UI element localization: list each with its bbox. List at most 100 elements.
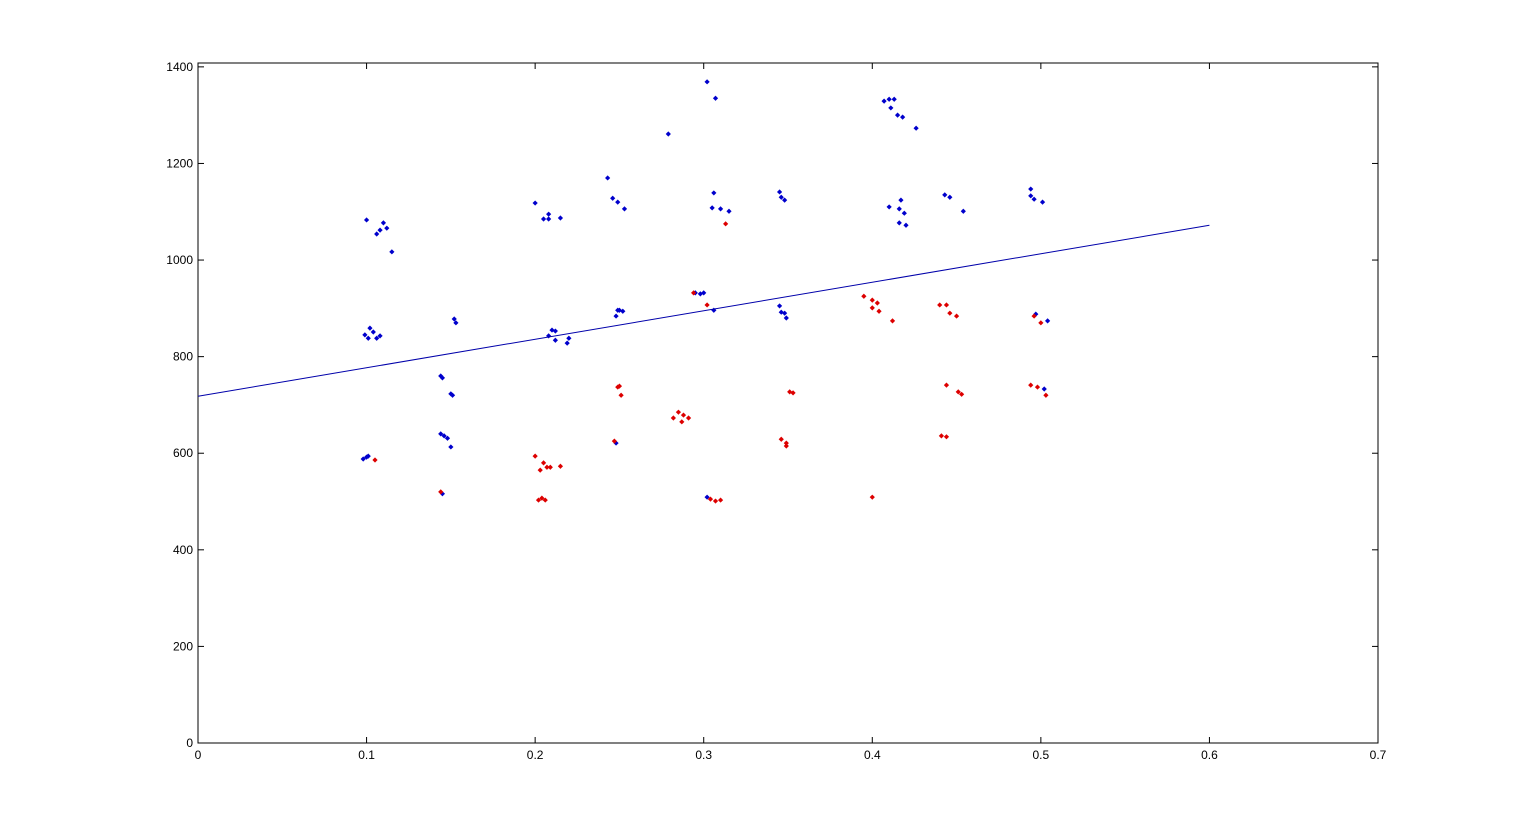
- point: [783, 315, 789, 321]
- x-tick-label: 0.3: [695, 748, 712, 762]
- x-tick-label: 0: [195, 748, 202, 762]
- point: [886, 96, 892, 102]
- point: [869, 305, 875, 311]
- point: [960, 208, 966, 214]
- point: [881, 98, 887, 104]
- point: [557, 463, 564, 469]
- point: [943, 434, 950, 440]
- point: [605, 175, 611, 181]
- point: [620, 308, 626, 314]
- point: [665, 131, 671, 137]
- point: [790, 390, 796, 396]
- point: [891, 96, 897, 102]
- point: [370, 329, 376, 335]
- point: [615, 199, 621, 205]
- point: [564, 340, 570, 346]
- point: [451, 316, 457, 322]
- y-tick-label: 200: [173, 639, 193, 653]
- point: [938, 433, 944, 439]
- point: [535, 497, 542, 503]
- point: [782, 310, 788, 316]
- point: [712, 498, 719, 504]
- y-tick-label: 400: [173, 543, 193, 557]
- point: [1039, 199, 1046, 205]
- point: [723, 221, 729, 227]
- point: [697, 291, 703, 297]
- point: [552, 328, 558, 334]
- point: [913, 125, 919, 131]
- point: [679, 419, 685, 425]
- point: [377, 227, 383, 233]
- y-tick-label: 1000: [166, 253, 193, 267]
- point: [360, 456, 366, 462]
- point: [1043, 392, 1049, 398]
- point: [532, 453, 538, 459]
- point: [616, 307, 623, 313]
- point: [1033, 311, 1039, 317]
- point: [1031, 313, 1037, 319]
- point: [691, 290, 697, 296]
- point: [377, 333, 383, 339]
- x-tick-label: 0.7: [1370, 748, 1387, 762]
- point: [363, 217, 370, 223]
- point: [542, 497, 548, 503]
- point: [444, 435, 451, 441]
- point: [610, 195, 616, 201]
- point: [1028, 193, 1034, 199]
- point: [611, 438, 617, 444]
- point: [889, 318, 896, 324]
- point: [362, 332, 368, 338]
- point: [675, 409, 682, 415]
- point: [704, 302, 710, 308]
- point: [876, 308, 882, 314]
- point: [1034, 384, 1041, 390]
- point: [717, 206, 724, 212]
- point: [372, 457, 378, 463]
- point: [711, 307, 717, 313]
- point: [616, 383, 623, 389]
- x-tick-label: 0.6: [1201, 748, 1218, 762]
- point: [782, 197, 788, 203]
- point: [365, 453, 371, 459]
- fit-line: [197, 224, 1210, 397]
- point: [453, 320, 459, 326]
- point: [438, 431, 444, 437]
- point: [1038, 320, 1044, 326]
- point: [374, 231, 380, 237]
- point: [947, 310, 953, 316]
- point: [894, 112, 901, 118]
- point: [903, 222, 909, 228]
- point: [680, 412, 687, 418]
- point: [1028, 186, 1034, 192]
- point: [389, 249, 395, 255]
- point: [540, 460, 547, 466]
- point: [380, 220, 387, 226]
- point: [448, 391, 454, 397]
- plot-area: [197, 62, 1379, 744]
- point: [709, 205, 715, 211]
- y-tick-label: 1200: [166, 156, 193, 170]
- y-tick-label: 600: [173, 446, 193, 460]
- point: [711, 190, 717, 196]
- x-tick-label: 0.4: [864, 748, 881, 762]
- point: [704, 494, 710, 500]
- point: [670, 415, 676, 421]
- point: [365, 335, 371, 341]
- point: [707, 496, 714, 502]
- point: [618, 392, 624, 398]
- point: [1041, 386, 1047, 392]
- y-tick-label: 0: [186, 736, 193, 750]
- point: [384, 225, 390, 231]
- point: [449, 392, 456, 398]
- point: [539, 495, 545, 501]
- point: [546, 211, 552, 217]
- x-tick-label: 0.2: [527, 748, 544, 762]
- point: [544, 464, 550, 470]
- point: [537, 467, 543, 473]
- point: [704, 79, 710, 85]
- point: [441, 433, 447, 439]
- point: [900, 114, 906, 120]
- point: [783, 443, 789, 449]
- point: [937, 302, 943, 308]
- point: [778, 436, 784, 442]
